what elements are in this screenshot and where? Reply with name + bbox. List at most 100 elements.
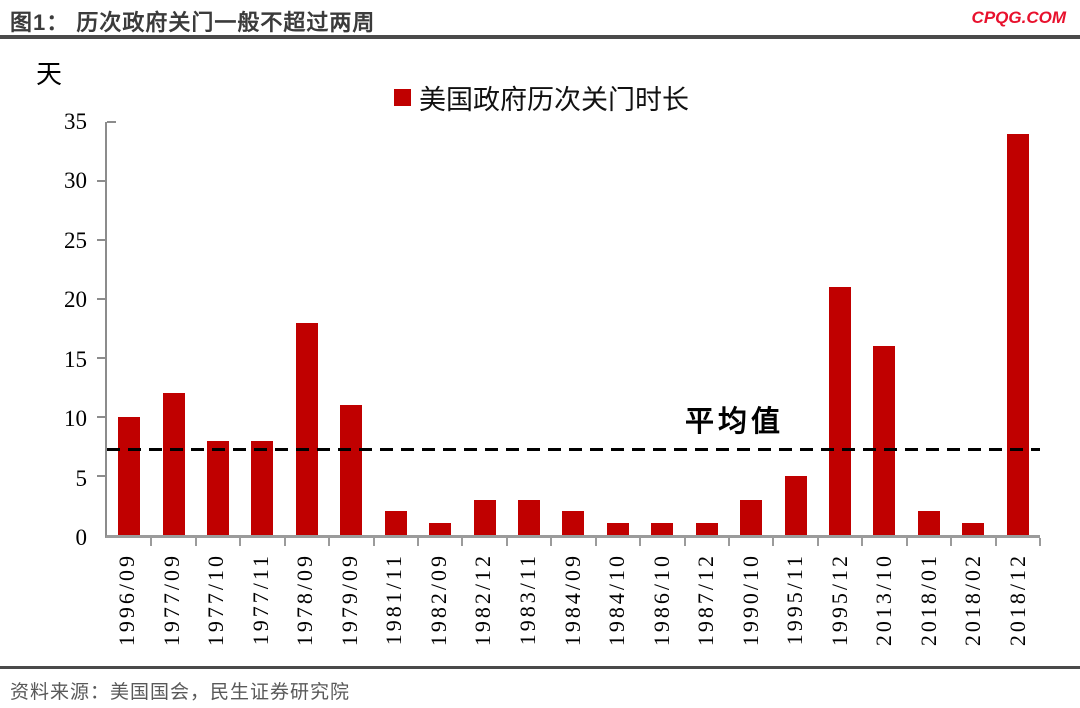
bar-1981-11 [384, 511, 407, 535]
x-tick-mark [683, 538, 686, 546]
bar-slot [240, 122, 284, 535]
y-axis-top-tick [107, 121, 116, 123]
x-tick-mark [1039, 538, 1041, 546]
bar-slot [773, 122, 817, 535]
bar-slot [374, 122, 418, 535]
y-tick-mark [97, 475, 105, 477]
y-tick-label-35: 35 [64, 109, 87, 134]
x-tick-mark [461, 538, 464, 546]
x-tick-mark [239, 538, 242, 546]
bar-1977-11 [251, 440, 274, 535]
x-tick-label-1981-11: 1981/11 [381, 553, 407, 646]
x-tick-label-1977-10: 1977/10 [203, 553, 229, 647]
x-tick-mark [639, 538, 642, 546]
x-tick-label-1995-12: 1995/12 [826, 553, 852, 647]
bar-slot [862, 122, 906, 535]
bar-1978-09 [295, 322, 318, 535]
bar-slot [729, 122, 773, 535]
bar-2013-10 [873, 346, 896, 535]
x-axis-labels: 1996/09 1977/09 1977/10 1977/11 1978/09 1979/… [105, 551, 1040, 669]
x-tick-label-1982-09: 1982/09 [425, 553, 451, 647]
bar-1987-12 [695, 523, 718, 535]
x-tick-mark [416, 538, 419, 546]
y-tick-mark [97, 179, 105, 182]
y-tick-mark [97, 416, 105, 418]
x-tick-mark [372, 538, 375, 546]
x-tick-label-1983-11: 1983/11 [514, 553, 540, 646]
x-tick-label-1982-12: 1982/12 [470, 553, 496, 647]
y-tick-label-5: 5 [75, 465, 88, 491]
x-tick-mark [594, 538, 597, 546]
x-tick-mark [905, 538, 908, 546]
figure-header: 图1： 历次政府关门一般不超过两周 CPQG.COM [0, 0, 1080, 39]
x-tick-label-2018-01: 2018/01 [915, 553, 941, 647]
x-tick-label-1979-09: 1979/09 [336, 553, 362, 647]
average-line-label: 平均值 [685, 406, 785, 439]
bar-1990-10 [740, 499, 763, 535]
bar-slot [507, 122, 551, 535]
x-tick-label-1986-10: 1986/10 [648, 553, 674, 647]
bar-slot [995, 122, 1039, 535]
bar-1982-09 [429, 523, 452, 535]
bar-1983-11 [518, 499, 540, 535]
y-tick-label-15: 15 [64, 346, 87, 372]
bar-2018-02 [962, 523, 985, 535]
x-tick-label-1987-12: 1987/12 [693, 553, 719, 647]
x-tick-label-1984-09: 1984/09 [559, 553, 585, 647]
x-tick-mark [861, 538, 864, 546]
x-tick-label-1977-11: 1977/11 [247, 553, 273, 646]
x-tick-label-2013-10: 2013/10 [871, 553, 897, 647]
bar-1986-10 [651, 523, 674, 535]
x-tick-mark [950, 538, 953, 546]
bar-slot [951, 122, 995, 535]
x-tick-mark [994, 538, 997, 546]
x-tick-mark [283, 538, 286, 546]
x-tick-mark [150, 538, 153, 546]
bar-1982-12 [473, 499, 496, 535]
bar-series [107, 122, 1040, 535]
bar-slot [596, 122, 640, 535]
x-tick-label-1978-09: 1978/09 [292, 553, 318, 647]
source-note: 资料来源：美国国会，民生证券研究院 [10, 682, 351, 703]
bar-1995-12 [828, 287, 851, 535]
legend-label: 美国政府历次关门时长 [419, 85, 689, 115]
bar-slot [818, 122, 862, 535]
footer-divider [0, 666, 1080, 669]
plot-area: 平均值 [97, 121, 1041, 546]
x-tick-mark [505, 538, 508, 546]
y-axis-labels: 0 5 10 15 20 25 30 35 [0, 109, 95, 550]
legend-swatch-icon [394, 89, 411, 106]
x-tick-label-1977-09: 1977/09 [158, 553, 184, 647]
x-tick-mark [727, 538, 730, 546]
y-tick-label-0: 0 [75, 525, 88, 550]
bar-slot [418, 122, 462, 535]
bar-1984-10 [606, 523, 629, 535]
bar-1995-11 [784, 476, 807, 535]
bar-1977-10 [207, 440, 230, 535]
y-tick-label-30: 30 [64, 168, 87, 194]
x-tick-mark [194, 538, 197, 546]
average-dashed-line [107, 448, 1040, 452]
bar-1979-09 [340, 405, 363, 535]
x-tick-label-1996-09: 1996/09 [114, 553, 140, 647]
x-tick-label-1995-11: 1995/11 [782, 553, 808, 646]
bar-slot [329, 122, 373, 535]
bar-2018-12 [1006, 133, 1029, 535]
x-tick-mark [328, 538, 331, 546]
bar-1984-09 [562, 511, 585, 535]
bar-slot [551, 122, 595, 535]
y-tick-mark [97, 298, 105, 300]
bar-slot [684, 122, 728, 535]
bar-slot [285, 122, 329, 535]
y-tick-label-25: 25 [64, 227, 87, 253]
y-tick-label-20: 20 [64, 287, 87, 313]
x-tick-mark [772, 538, 775, 546]
chart-legend: 美国政府历次关门时长 [394, 78, 689, 117]
x-tick-label-1990-10: 1990/10 [737, 553, 763, 647]
bar-slot [907, 122, 951, 535]
x-tick-mark [550, 538, 553, 546]
bar-slot [462, 122, 506, 535]
y-tick-mark [97, 238, 105, 241]
figure-title: 图1： 历次政府关门一般不超过两周 [10, 10, 376, 35]
x-tick-label-2018-12: 2018/12 [1004, 553, 1030, 647]
